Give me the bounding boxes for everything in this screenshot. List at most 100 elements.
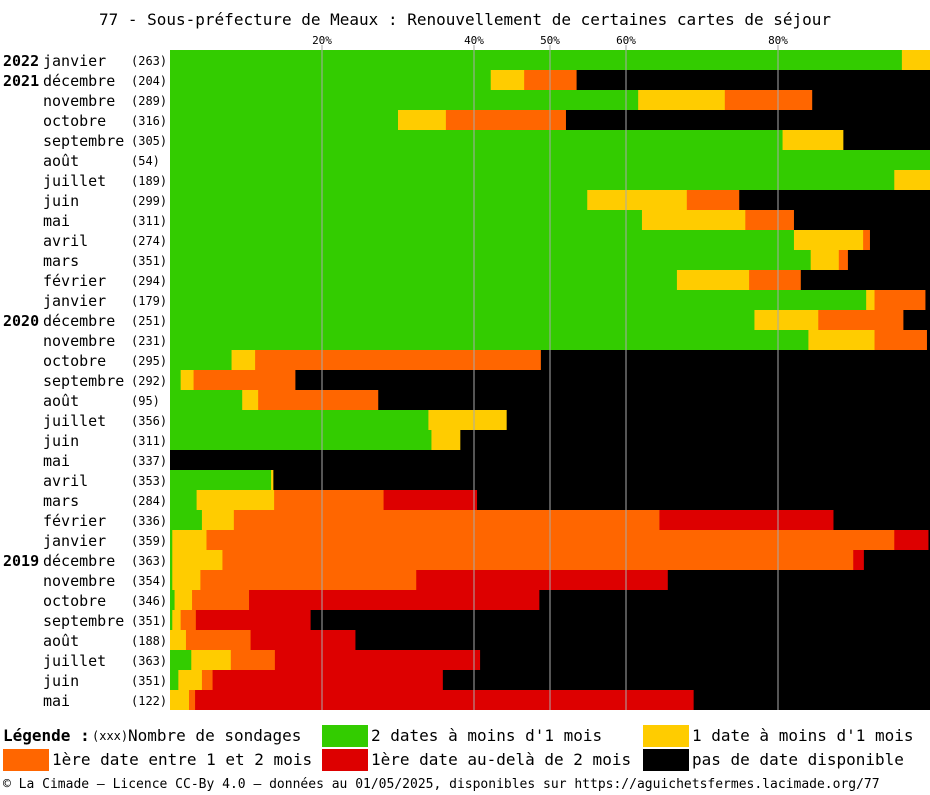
month-label: octobre (43, 352, 106, 370)
bar-segment-2-row-15 (808, 330, 875, 350)
count-label: (54) (131, 154, 160, 168)
bar-segment-2-row-16 (231, 350, 256, 370)
month-label: septembre (43, 372, 124, 390)
gridlines (321, 45, 779, 710)
bar-segment-1-row-5 (170, 130, 783, 150)
month-label: avril (43, 232, 88, 250)
year-label: 2019 (3, 552, 39, 570)
bar-segment-1-row-10 (170, 230, 795, 250)
chart-title: 77 - Sous-préfecture de Meaux : Renouvel… (99, 10, 831, 29)
month-label: mars (43, 492, 79, 510)
month-label: décembre (43, 552, 115, 570)
month-label: mai (43, 692, 70, 710)
month-label: février (43, 272, 106, 290)
bar-segment-5-row-26 (863, 550, 930, 570)
bar-segment-5-row-17 (295, 370, 930, 390)
count-label: (353) (131, 474, 167, 488)
bar-segment-2-row-5 (782, 130, 844, 150)
bar-segment-5-row-18 (378, 390, 930, 410)
count-label: (289) (131, 94, 167, 108)
month-label: septembre (43, 612, 124, 630)
count-label: (263) (131, 54, 167, 68)
count-label: (251) (131, 314, 167, 328)
tick-label-20: 20% (312, 34, 332, 47)
bar-segment-2-row-7 (894, 170, 930, 190)
bar-segment-4-row-26 (853, 550, 865, 570)
month-label: juillet (43, 412, 106, 430)
bar-segment-3-row-8 (686, 190, 740, 210)
legend-label-2-dates: 2 dates à moins d'1 mois (371, 726, 603, 745)
bar-segment-2-row-8 (587, 190, 688, 210)
bar-segment-4-row-33 (195, 690, 695, 710)
bar-segment-5-row-27 (667, 570, 930, 590)
count-label: (305) (131, 134, 167, 148)
count-label: (204) (131, 74, 167, 88)
month-label: juin (43, 672, 79, 690)
bar-segment-3-row-30 (185, 630, 251, 650)
bar-segment-3-row-33 (189, 690, 196, 710)
legend-swatch-1-date (643, 725, 689, 747)
bar-segment-5-row-8 (739, 190, 930, 210)
month-label: mars (43, 252, 79, 270)
legend-count-label: Nombre de sondages (128, 726, 302, 745)
bar-segment-5-row-22 (273, 470, 930, 490)
bar-segment-2-row-12 (676, 270, 750, 290)
bar-segment-2-row-10 (793, 230, 864, 250)
month-label: avril (43, 472, 88, 490)
bar-segment-4-row-27 (416, 570, 669, 590)
tick-label-80: 80% (768, 34, 788, 47)
bar-segment-3-row-31 (230, 650, 276, 670)
tick-label-40: 40% (464, 34, 484, 47)
count-label: (336) (131, 514, 167, 528)
bar-segment-3-row-17 (193, 370, 296, 390)
bar-segment-3-row-28 (192, 590, 250, 610)
month-label: février (43, 512, 106, 530)
count-label: (274) (131, 234, 167, 248)
month-label: juillet (43, 652, 106, 670)
bar-segment-3-row-18 (258, 390, 379, 410)
bar-segment-1-row-31 (170, 650, 192, 670)
bar-segment-3-row-27 (200, 570, 417, 590)
month-label: décembre (43, 312, 115, 330)
legend-title: Légende : (3, 726, 90, 745)
bar-segment-4-row-32 (212, 670, 444, 690)
month-label: septembre (43, 132, 124, 150)
bar-segment-4-row-29 (195, 610, 311, 630)
month-label: juin (43, 432, 79, 450)
bars (170, 50, 930, 710)
bar-segment-3-row-23 (274, 490, 384, 510)
bar-segment-5-row-4 (565, 110, 930, 130)
bar-segment-2-row-32 (178, 670, 203, 690)
month-label: novembre (43, 92, 115, 110)
count-label: (354) (131, 574, 167, 588)
bar-segment-5-row-28 (539, 590, 930, 610)
bar-segment-1-row-32 (170, 670, 179, 690)
bar-segment-2-row-26 (172, 550, 223, 570)
bar-segment-3-row-12 (749, 270, 802, 290)
count-label: (311) (131, 214, 167, 228)
count-label: (122) (131, 694, 167, 708)
legend-label-au-dela-2-mois: 1ère date au-delà de 2 mois (371, 750, 632, 769)
bar-segment-3-row-4 (445, 110, 567, 130)
bar-segment-1-row-9 (170, 210, 643, 230)
year-label: 2022 (3, 52, 39, 70)
count-label: (179) (131, 294, 167, 308)
month-label: novembre (43, 332, 115, 350)
bar-segment-2-row-19 (428, 410, 508, 430)
bar-segment-2-row-33 (170, 690, 190, 710)
bar-segment-1-row-27 (170, 570, 173, 590)
bar-segment-1-row-13 (170, 290, 867, 310)
count-label: (356) (131, 414, 167, 428)
count-label: (337) (131, 454, 167, 468)
bar-segment-1-row-20 (170, 430, 432, 450)
month-label: janvier (43, 292, 106, 310)
legend-swatch-pas-de-date (643, 749, 689, 771)
bar-segment-5-row-12 (800, 270, 930, 290)
month-label: décembre (43, 72, 115, 90)
bar-segment-1-row-14 (170, 310, 755, 330)
bar-segment-5-row-15 (926, 330, 930, 350)
bar-segment-5-row-10 (869, 230, 930, 250)
bar-segment-3-row-32 (201, 670, 213, 690)
legend-swatch-2-dates (322, 725, 368, 747)
bar-segment-2-row-23 (196, 490, 275, 510)
